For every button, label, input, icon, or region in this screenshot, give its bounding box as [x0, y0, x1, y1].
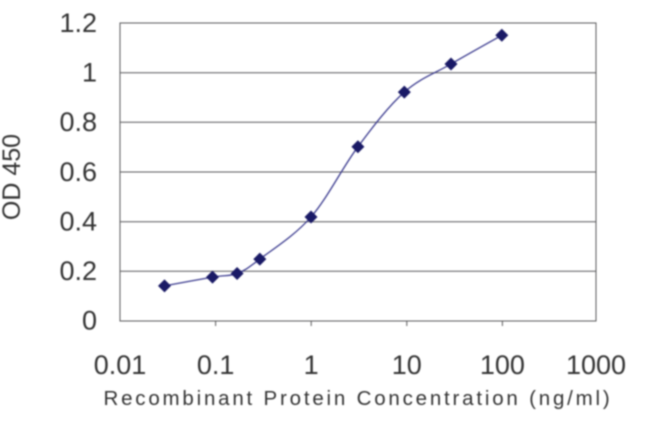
- svg-text:100: 100: [480, 350, 525, 380]
- svg-text:0.4: 0.4: [59, 207, 97, 237]
- svg-text:0.8: 0.8: [59, 107, 97, 137]
- svg-text:1000: 1000: [566, 350, 626, 380]
- svg-text:OD 450: OD 450: [0, 134, 26, 220]
- svg-text:0.1: 0.1: [197, 350, 235, 380]
- svg-text:1: 1: [304, 350, 319, 380]
- svg-text:Recombinant Protein Concentrat: Recombinant Protein Concentration (ng/ml…: [103, 387, 612, 410]
- svg-text:10: 10: [392, 350, 422, 380]
- svg-text:0.2: 0.2: [59, 256, 97, 286]
- svg-text:0.01: 0.01: [94, 350, 147, 380]
- svg-text:1.2: 1.2: [59, 8, 97, 38]
- svg-text:1: 1: [82, 58, 97, 88]
- svg-text:0.6: 0.6: [59, 157, 97, 187]
- svg-text:0: 0: [82, 306, 97, 336]
